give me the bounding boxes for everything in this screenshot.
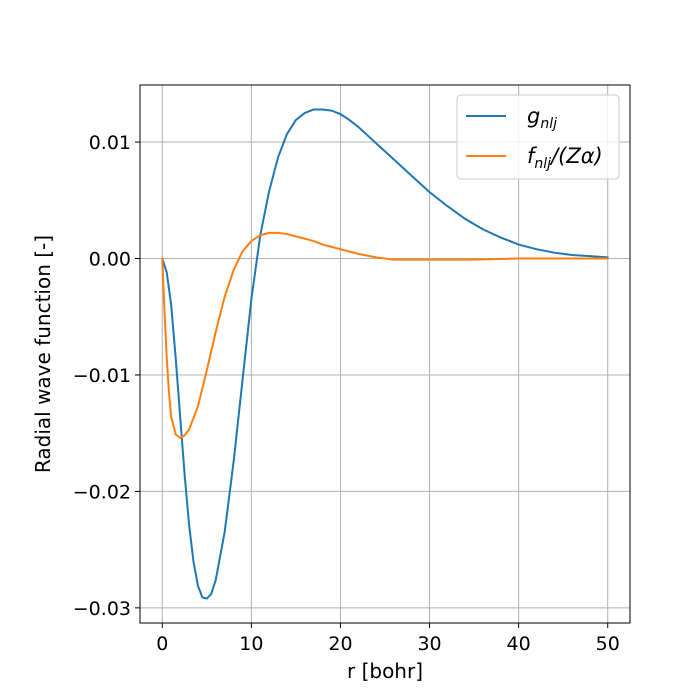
series-layer	[161, 108, 609, 600]
legend-label-subscript: nlj	[540, 116, 557, 132]
y-axis-label: Radial wave function [-]	[31, 235, 55, 473]
x-tick-label: 10	[239, 633, 263, 655]
series-line-0	[161, 108, 609, 600]
plot-frame	[139, 84, 631, 624]
legend-label: gnlj	[527, 104, 557, 132]
legend-label-main: f	[527, 144, 538, 168]
x-tick-label: 50	[596, 633, 620, 655]
x-tick-label: 0	[156, 633, 168, 655]
legend-label-main: g	[527, 104, 540, 128]
y-tick-label: 0.01	[89, 132, 131, 154]
x-tick-label: 20	[328, 633, 352, 655]
ticks: 0 10 20 30 40 50 −0.03 −0.02 −0.01 0.00 0.01	[73, 132, 620, 655]
x-tick-label: 40	[507, 633, 531, 655]
series-line-1	[161, 231, 609, 439]
y-tick-label: −0.02	[73, 481, 131, 503]
y-tick-label: −0.03	[73, 598, 131, 620]
y-tick-label: 0.00	[89, 249, 131, 271]
legend-label: fnlj/(Zα)	[527, 144, 603, 172]
y-tick-label: −0.01	[73, 365, 131, 387]
x-tick-label: 30	[417, 633, 441, 655]
legend-label-tail: /(Zα)	[549, 144, 603, 168]
x-axis-label: r [bohr]	[347, 659, 423, 683]
legend-label-subscript: nlj	[534, 156, 551, 172]
